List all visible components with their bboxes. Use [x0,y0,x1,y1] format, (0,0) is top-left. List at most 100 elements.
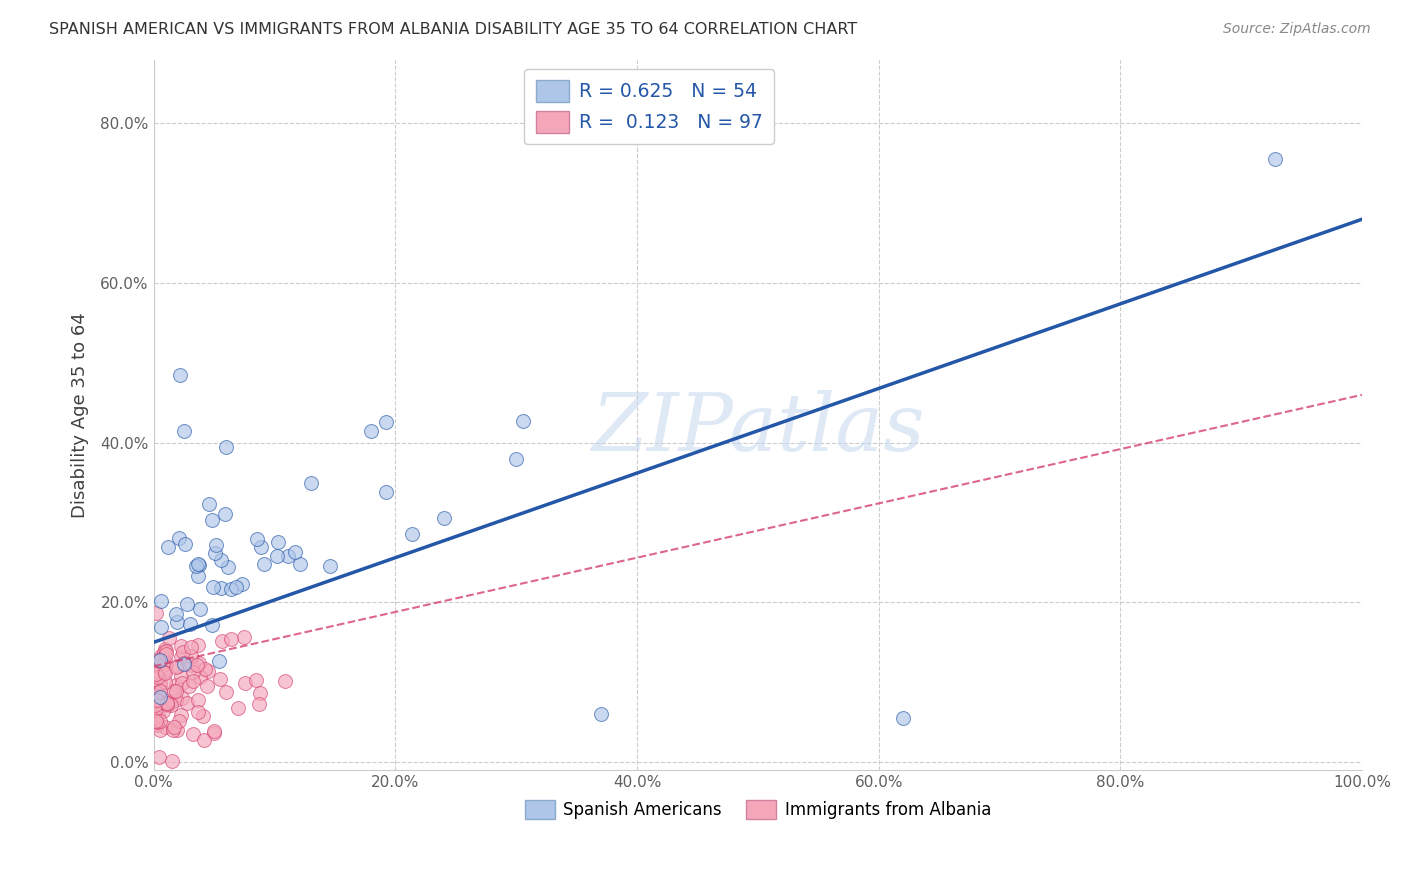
Point [156,694,179,708]
Point [153,666,176,681]
Point [231,577,253,591]
Point [267,535,290,549]
Point [145,607,167,621]
Point [183,726,205,740]
Point [156,698,179,712]
Point [288,557,311,571]
Point [247,697,270,711]
Point [209,581,232,595]
Point [145,716,167,731]
Point [204,546,226,560]
Point [299,476,322,491]
Point [188,670,211,684]
Point [374,484,396,499]
Point [170,639,193,653]
Point [145,714,167,729]
Point [201,618,224,632]
Point [215,685,238,699]
Point [187,557,209,571]
Point [1264,153,1286,167]
Point [165,659,187,673]
Point [172,691,194,706]
Point [173,657,195,671]
Point [589,707,612,722]
Point [166,659,188,673]
Point [173,424,195,438]
Point [146,707,169,722]
Text: SPANISH AMERICAN VS IMMIGRANTS FROM ALBANIA DISABILITY AGE 35 TO 64 CORRELATION : SPANISH AMERICAN VS IMMIGRANTS FROM ALBA… [49,22,858,37]
Point [219,632,242,647]
Point [184,558,207,573]
Point [512,414,534,428]
Point [156,540,179,554]
Point [172,645,194,659]
Point [197,664,219,678]
Point [318,558,340,573]
Point [249,540,271,554]
Point [176,597,198,611]
Point [225,580,247,594]
Point [170,650,193,665]
Point [157,631,180,645]
Point [181,665,204,679]
Point [155,657,177,671]
Point [149,678,172,692]
Point [152,704,174,718]
Point [193,733,215,747]
Point [432,510,454,524]
Text: ZIPatlas: ZIPatlas [591,391,925,467]
Point [211,633,233,648]
Point [191,709,214,723]
Point [202,580,225,594]
Point [148,686,170,700]
Point [146,653,169,667]
Point [170,669,193,683]
Point [217,560,239,574]
Point [149,619,172,633]
Point [148,669,170,683]
Point [188,602,211,616]
Point [179,616,201,631]
Point [152,665,174,680]
Point [249,686,271,700]
Point [166,615,188,629]
Point [277,549,299,564]
Point [149,714,172,729]
Point [148,750,170,764]
Point [232,630,254,644]
Point [401,527,423,541]
Point [166,723,188,737]
Point [149,652,172,666]
Point [148,657,170,672]
Point [145,667,167,681]
Point [145,704,167,718]
Point [149,683,172,698]
Point [162,723,184,737]
Point [180,640,202,654]
Point [219,582,242,597]
Point [174,537,197,551]
Point [152,658,174,673]
Point [148,698,170,713]
Point [149,723,172,737]
Point [375,415,398,429]
Point [160,698,183,713]
Point [143,703,166,717]
Point [169,368,191,382]
Point [233,676,256,690]
Point [153,674,176,689]
Point [187,558,209,572]
Point [187,657,209,671]
Point [176,696,198,710]
Point [181,674,204,689]
Point [228,700,250,714]
Point [177,679,200,693]
Point [284,545,307,559]
Point [186,657,208,672]
Point [208,654,231,668]
Point [159,695,181,709]
Point [143,698,166,713]
Point [505,451,527,466]
Point [170,676,193,690]
Point [143,692,166,706]
